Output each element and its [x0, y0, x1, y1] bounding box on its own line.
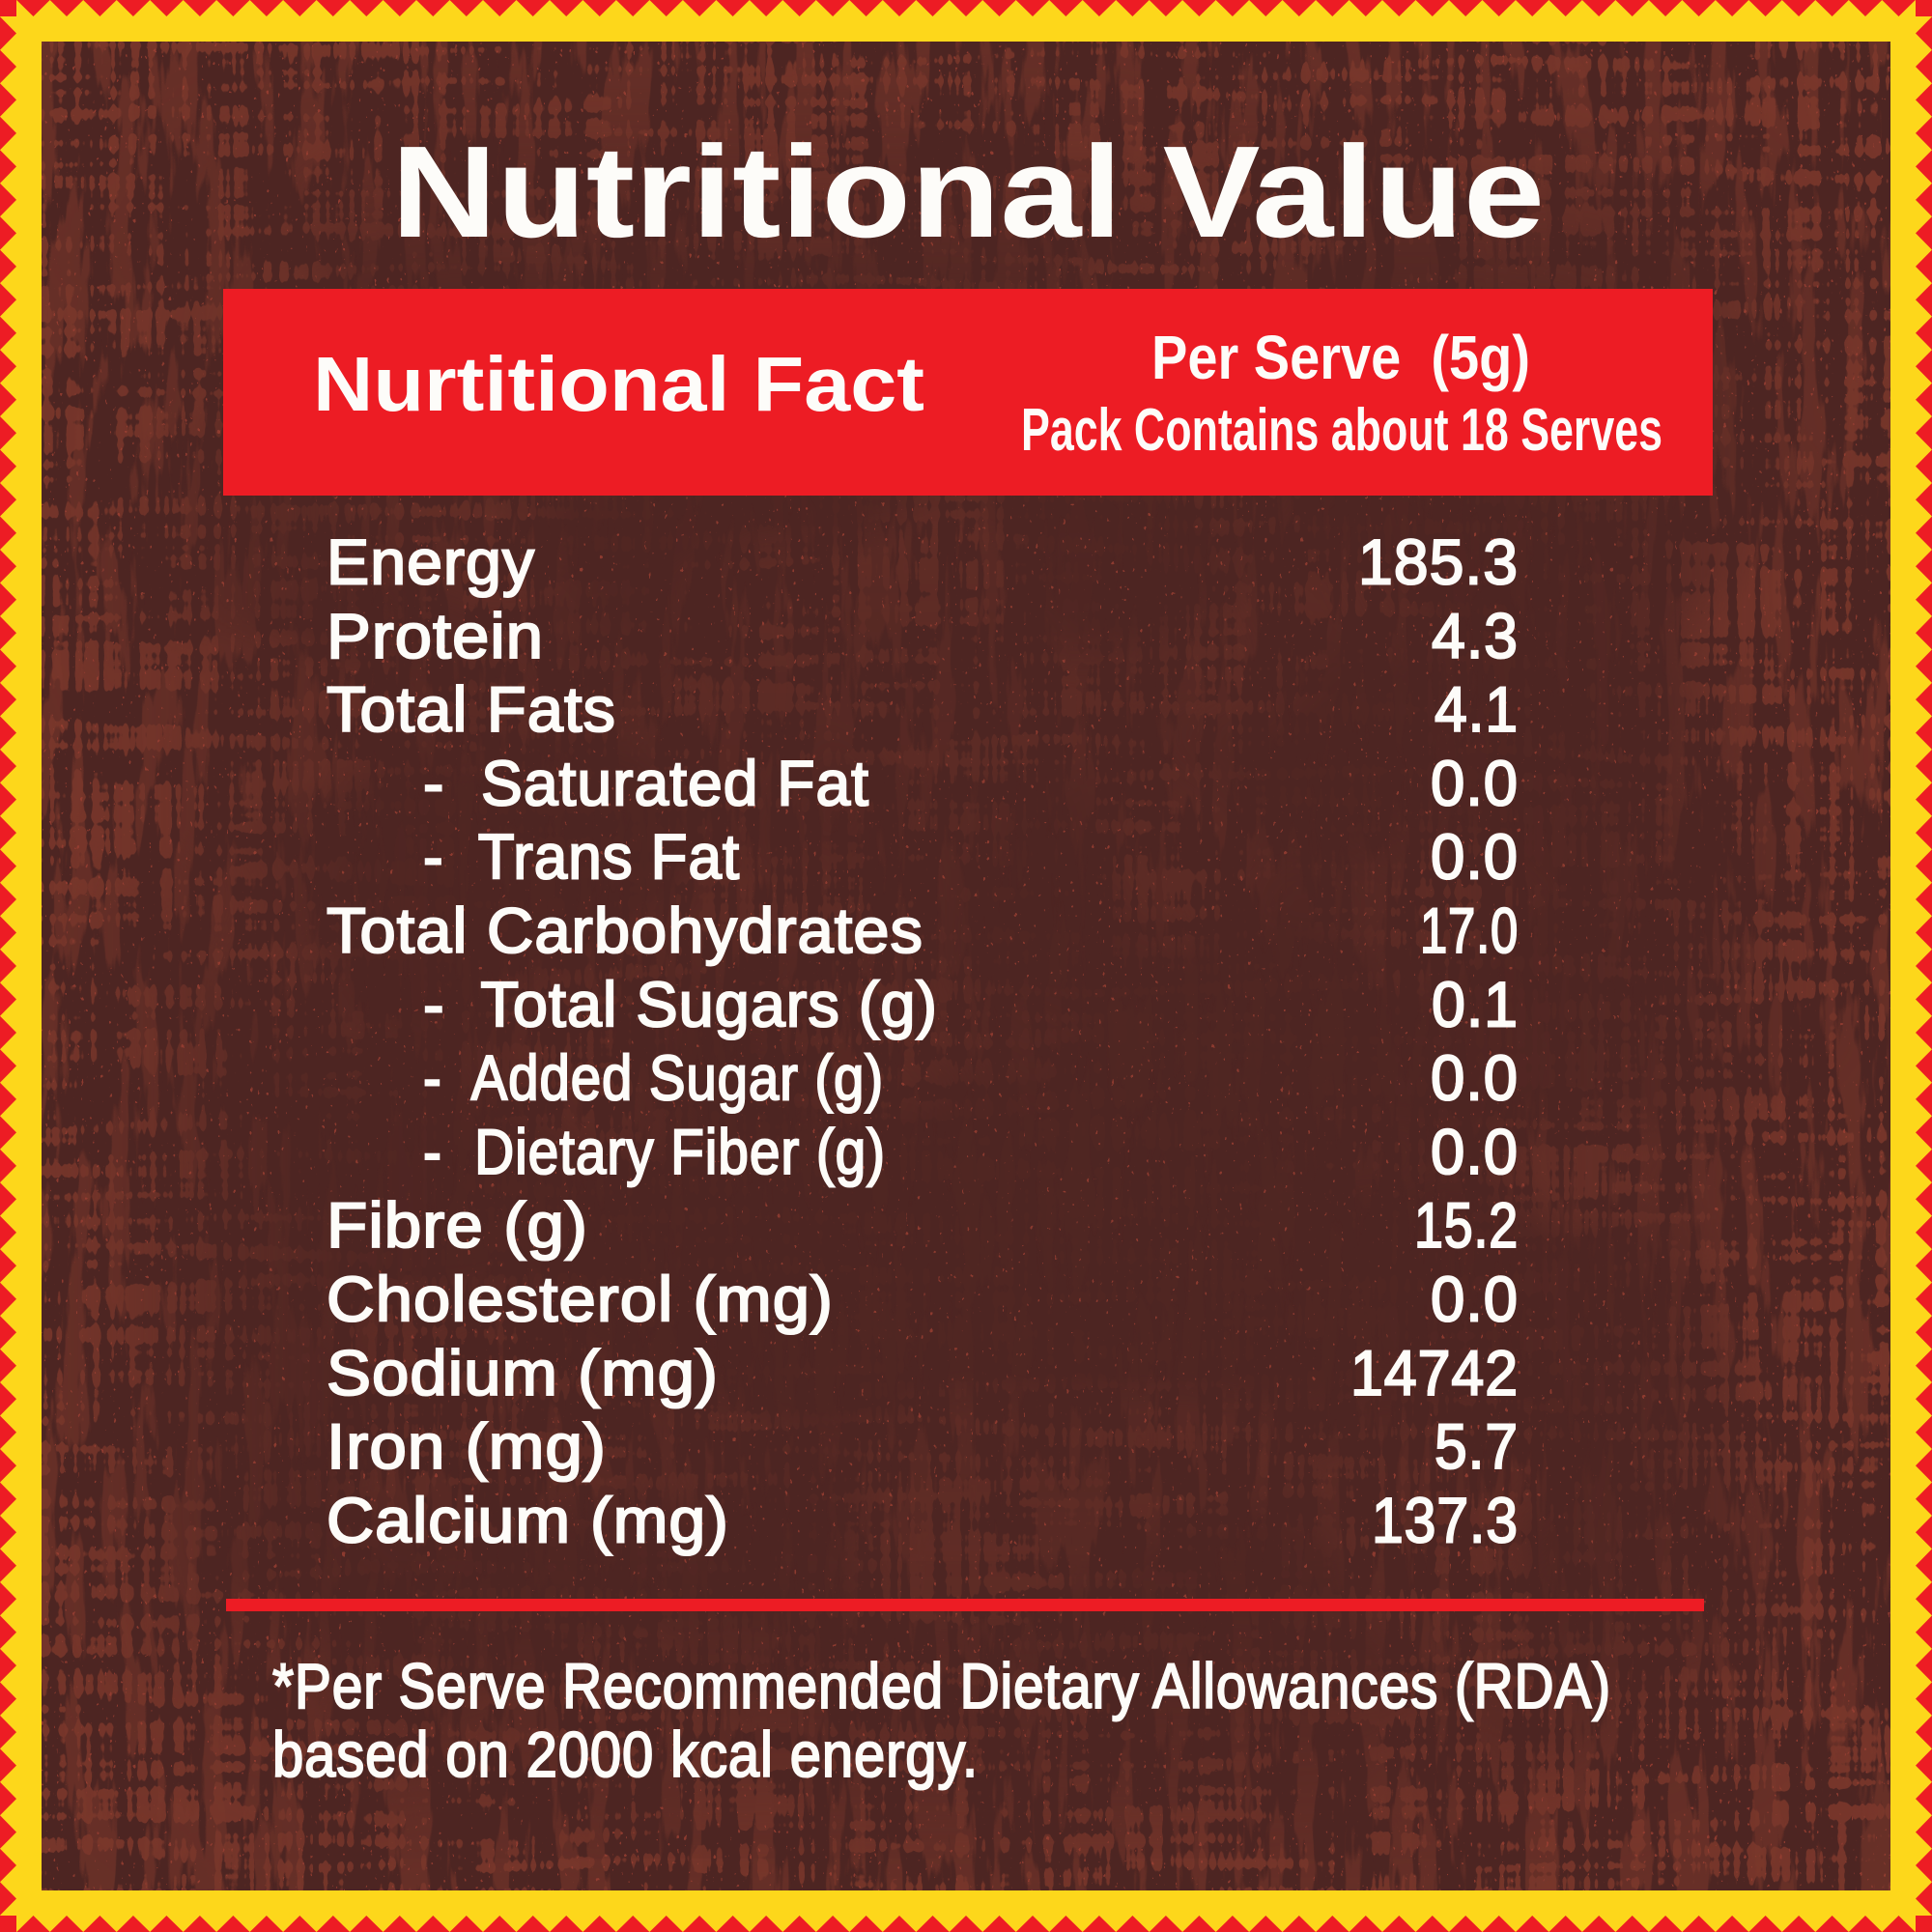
svg-text:0.0: 0.0 — [1431, 1264, 1519, 1335]
svg-text:- Dietary Fiber (g): - Dietary Fiber (g) — [423, 1116, 886, 1187]
svg-text:15.2: 15.2 — [1414, 1189, 1519, 1261]
svg-text:Sodium (mg): Sodium (mg) — [327, 1337, 719, 1408]
svg-text:14742: 14742 — [1350, 1337, 1519, 1408]
svg-text:- Saturated Fat: - Saturated Fat — [423, 747, 869, 818]
svg-text:- Added Sugar (g): - Added Sugar (g) — [423, 1042, 884, 1114]
svg-text:4.3: 4.3 — [1432, 600, 1519, 671]
svg-text:Total Carbohydrates: Total Carbohydrates — [327, 895, 923, 966]
svg-text:17.0: 17.0 — [1420, 895, 1519, 966]
svg-text:Per Serve (5g): Per Serve (5g) — [1151, 323, 1530, 392]
svg-text:137.3: 137.3 — [1372, 1484, 1519, 1555]
svg-text:Fibre (g): Fibre (g) — [327, 1189, 588, 1261]
svg-text:Energy: Energy — [327, 526, 535, 598]
svg-text:Nurtitional Fact: Nurtitional Fact — [313, 341, 924, 427]
svg-text:0.0: 0.0 — [1431, 1116, 1519, 1187]
svg-text:*Per Serve Recommended Dietary: *Per Serve Recommended Dietary Allowance… — [272, 1650, 1611, 1721]
svg-text:4.1: 4.1 — [1435, 673, 1519, 745]
svg-text:0.1: 0.1 — [1432, 968, 1519, 1039]
svg-text:Iron (mg): Iron (mg) — [327, 1410, 607, 1482]
svg-text:Protein: Protein — [327, 600, 544, 671]
svg-text:- Trans Fat: - Trans Fat — [423, 821, 740, 893]
svg-text:Total Fats: Total Fats — [327, 673, 616, 745]
svg-text:0.0: 0.0 — [1431, 1042, 1519, 1114]
svg-text:- Total Sugars (g): - Total Sugars (g) — [423, 968, 938, 1039]
svg-text:Cholesterol (mg): Cholesterol (mg) — [327, 1264, 834, 1335]
svg-text:0.0: 0.0 — [1431, 747, 1519, 818]
svg-text:5.7: 5.7 — [1435, 1410, 1519, 1482]
svg-text:185.3: 185.3 — [1358, 526, 1519, 598]
svg-text:Nutritional Value: Nutritional Value — [391, 119, 1545, 265]
svg-text:Pack Contains about 18 Serves: Pack Contains about 18 Serves — [1021, 397, 1662, 464]
svg-text:Calcium (mg): Calcium (mg) — [327, 1484, 729, 1555]
svg-text:based on 2000 kcal energy.: based on 2000 kcal energy. — [272, 1719, 979, 1790]
svg-text:0.0: 0.0 — [1431, 821, 1519, 893]
